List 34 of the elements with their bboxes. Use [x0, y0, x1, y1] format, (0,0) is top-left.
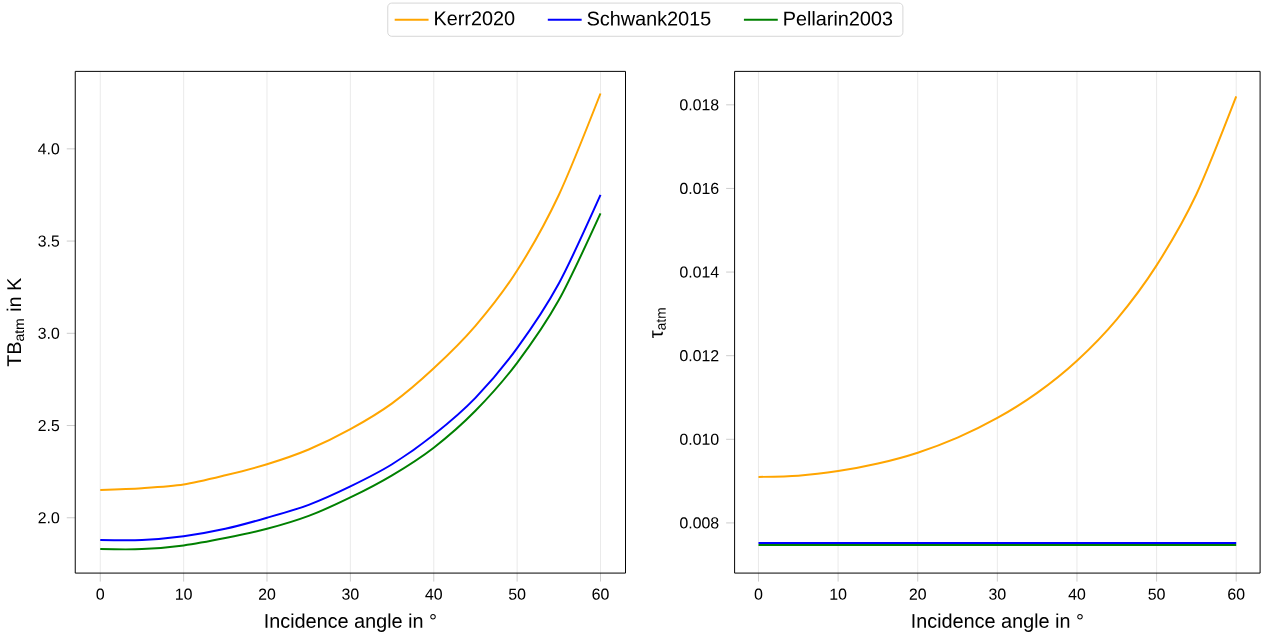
x-tick-label: 30	[342, 588, 359, 601]
x-tick-label: 50	[1148, 588, 1165, 601]
x-axis-title: Incidence angle in °	[912, 613, 1083, 633]
x-tick-label: 40	[1068, 588, 1086, 601]
y-tick-label: 3.0	[38, 327, 60, 340]
x-tick-label: 30	[989, 588, 1006, 601]
x-tick-label: 60	[1228, 588, 1245, 601]
line-series	[757, 95, 1238, 479]
x-tick-label: 20	[909, 588, 926, 601]
x-tick-label: 10	[176, 588, 192, 601]
line-series	[99, 92, 602, 492]
y-tick-label: 2.0	[38, 512, 60, 524]
y-tick-label: 0.014	[680, 266, 719, 278]
x-axis-title: Incidence angle in °	[265, 613, 436, 633]
x-tick-label: 0	[96, 588, 105, 601]
y-tick-label: 0.010	[680, 433, 719, 446]
y-tick-label: 3.5	[38, 235, 60, 247]
legend-label: Schwank2015	[587, 11, 711, 26]
legend-label: Kerr2020	[435, 11, 515, 26]
y-tick-label: 0.018	[680, 99, 719, 111]
y-axis-title: τ$_{atm}$	[652, 308, 666, 339]
x-tick-label: 60	[592, 588, 609, 601]
x-tick-label: 10	[830, 588, 847, 601]
x-tick-label: 0	[754, 588, 763, 601]
y-tick-label: 0.008	[680, 517, 719, 529]
y-tick-label: 0.016	[680, 183, 719, 195]
x-tick-label: 40	[425, 588, 442, 601]
y-tick-label: 2.5	[38, 420, 60, 432]
x-tick-label: 50	[508, 588, 526, 601]
legend-label: Pellarin2003	[784, 11, 893, 26]
y-tick-label: 4.0	[38, 143, 60, 155]
y-axis-title: TB$_{atm}$ in K	[6, 278, 25, 367]
x-tick-label: 20	[258, 588, 276, 601]
y-tick-label: 0.012	[680, 350, 719, 362]
